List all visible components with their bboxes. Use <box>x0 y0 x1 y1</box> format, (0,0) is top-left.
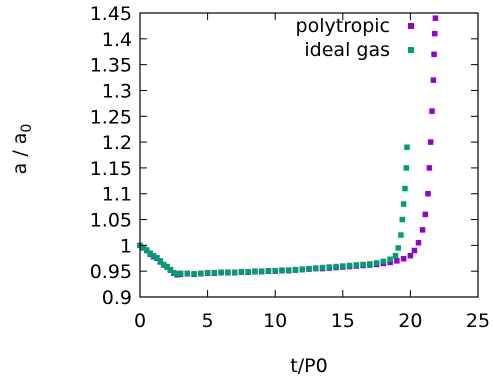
x-tick-label: 10 <box>263 310 287 332</box>
polytropic-point <box>422 211 429 218</box>
axis-ticks: 0 5 10 15 20 25 0.9 0.95 1 1.05 1.1 1.15 1.2 1.25 1.3 1… <box>90 3 490 332</box>
ideal-gas-point <box>211 269 218 276</box>
y-tick-label: 1.45 <box>90 3 132 25</box>
y-axis-label-subscript: 0 <box>19 124 35 133</box>
legend-swatch <box>408 23 414 29</box>
polytropic-point <box>429 108 435 114</box>
ideal-gas-point <box>174 271 180 277</box>
ideal-gas-point <box>398 232 404 238</box>
ideal-gas-point <box>177 270 184 276</box>
polytropic-point <box>427 139 434 145</box>
ideal-gas-point <box>360 261 366 268</box>
ideal-gas-point <box>238 268 245 275</box>
ideal-gas-point <box>387 256 393 263</box>
y-tick-label: 0.95 <box>90 261 132 283</box>
x-tick-label: 0 <box>134 310 146 332</box>
ideal-gas-point <box>367 261 373 267</box>
polytropic-point <box>415 240 422 246</box>
ideal-gas-point <box>231 269 238 275</box>
ideal-gas-point <box>245 268 251 275</box>
ideal-gas-point <box>184 270 191 276</box>
ideal-gas-point <box>279 267 285 273</box>
ideal-gas-point <box>340 263 346 269</box>
polytropic-point <box>411 247 418 254</box>
y-tick-label: 1.35 <box>90 55 132 77</box>
x-tick-label: 20 <box>398 310 422 332</box>
x-tick-label: 15 <box>331 310 355 332</box>
polytropic-point <box>432 15 439 21</box>
y-tick-label: 1.05 <box>90 210 132 232</box>
polytropic-point <box>431 30 438 37</box>
ideal-gas-point <box>265 267 272 274</box>
y-tick-label: 1.3 <box>102 80 132 102</box>
ideal-gas-point <box>191 271 197 277</box>
ideal-gas-point <box>160 261 167 268</box>
ideal-gas-point <box>395 245 401 251</box>
ideal-gas-point <box>399 216 406 223</box>
ideal-gas-point <box>326 264 333 270</box>
ideal-gas-point <box>313 265 319 271</box>
ideal-gas-point <box>258 268 265 274</box>
y-tick-label: 1.1 <box>102 184 132 206</box>
ideal-gas-point <box>299 266 305 272</box>
ideal-gas-point <box>285 267 292 273</box>
polytropic-point <box>425 190 431 197</box>
ideal-gas-point <box>272 267 278 274</box>
y-axis-label: a / a0 <box>9 124 35 175</box>
x-tick-label: 25 <box>466 310 490 332</box>
ideal-gas-point <box>403 165 410 171</box>
ideal-gas-point <box>204 269 211 276</box>
ideal-gas-point <box>144 247 150 253</box>
plot-marks <box>137 15 439 278</box>
polytropic-point <box>431 51 437 58</box>
y-tick-label: 1.25 <box>90 106 132 128</box>
ideal-gas-point <box>400 201 407 207</box>
ideal-gas-point <box>164 263 170 270</box>
ideal-gas-point <box>150 252 157 259</box>
y-axis-label-main: a / a <box>9 133 31 175</box>
x-axis-label: t/P0 <box>290 355 327 377</box>
ideal-gas-point <box>171 269 177 276</box>
polytropic-point <box>419 227 426 233</box>
polytropic-point <box>394 258 400 264</box>
ideal-gas-point <box>353 262 360 268</box>
ideal-gas-point <box>346 262 353 269</box>
ideal-gas-point <box>157 258 164 264</box>
ideal-gas-point <box>167 266 174 273</box>
ideal-gas-point <box>306 265 312 272</box>
plot-frame <box>139 12 479 298</box>
ideal-gas-point <box>380 258 387 265</box>
polytropic-point <box>407 252 414 259</box>
y-tick-label: 1.2 <box>102 132 132 154</box>
ideal-gas-point <box>140 244 147 251</box>
ideal-gas-point <box>319 264 326 271</box>
ideal-gas-point <box>392 252 399 259</box>
ideal-gas-point <box>292 266 299 273</box>
ideal-gas-point <box>404 144 410 151</box>
y-tick-label: 1 <box>120 235 132 257</box>
polytropic-point <box>430 77 437 83</box>
y-tick-label: 1.4 <box>102 29 132 51</box>
ideal-gas-point <box>373 260 380 266</box>
ideal-gas-point <box>252 268 258 274</box>
ideal-gas-point <box>147 250 153 256</box>
ideal-gas-point <box>154 255 160 261</box>
y-tick-label: 0.9 <box>102 287 132 309</box>
ideal-gas-point <box>402 185 408 192</box>
ideal-gas-point <box>333 263 339 270</box>
ideal-gas-point <box>225 269 231 275</box>
polytropic-point <box>426 165 433 171</box>
y-tick-label: 1.15 <box>90 158 132 180</box>
polytropic-point <box>400 256 407 262</box>
ideal-gas-point <box>218 269 224 275</box>
x-tick-label: 5 <box>202 310 214 332</box>
legend-label: polytropic <box>296 15 390 37</box>
polytropic-point <box>387 259 393 266</box>
legend-swatch <box>408 47 414 53</box>
ideal-gas-point <box>198 270 204 276</box>
legend-label: ideal gas <box>304 39 390 61</box>
